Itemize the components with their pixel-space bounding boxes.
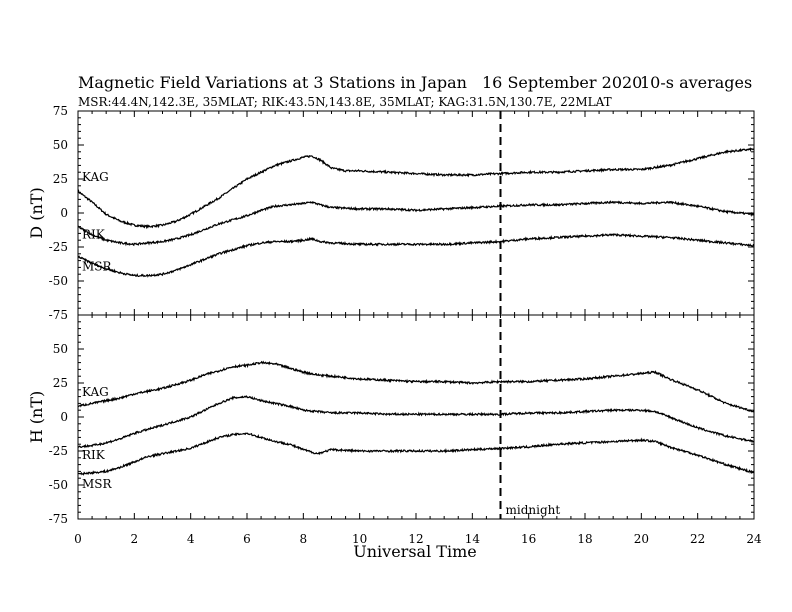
chart-title: Magnetic Field Variations at 3 Stations … bbox=[78, 73, 467, 92]
panel-0-frame bbox=[77, 110, 755, 316]
series-line-kag bbox=[77, 360, 755, 413]
y-tick-label: 25 bbox=[53, 172, 68, 186]
x-tick-label: 18 bbox=[577, 532, 592, 546]
x-tick-label: 14 bbox=[465, 532, 481, 546]
y-tick-label: -25 bbox=[49, 240, 68, 254]
series-line-kag bbox=[77, 147, 755, 230]
series-label-rik: RIK bbox=[82, 448, 106, 462]
series-label-kag: KAG bbox=[82, 170, 109, 184]
panel-1-frame bbox=[77, 314, 755, 520]
series-label-rik: RIK bbox=[82, 228, 106, 242]
x-tick-label: 0 bbox=[74, 532, 82, 546]
series-line-rik bbox=[77, 395, 755, 449]
x-tick-label: 8 bbox=[300, 532, 308, 546]
y-axis-label-1: H (nT) bbox=[27, 391, 46, 444]
y-tick-label: 0 bbox=[60, 410, 68, 424]
x-tick-label: 6 bbox=[243, 532, 251, 546]
chart-averaging: 10-s averages bbox=[640, 73, 752, 92]
x-tick-label: 10 bbox=[352, 532, 367, 546]
y-tick-label: 75 bbox=[53, 104, 68, 118]
y-tick-label: 25 bbox=[53, 376, 68, 390]
y-tick-label: -25 bbox=[49, 444, 68, 458]
y-tick-label: 50 bbox=[53, 138, 68, 152]
y-tick-label: -75 bbox=[49, 308, 68, 322]
chart-subtitle: MSR:44.4N,142.3E, 35MLAT; RIK:43.5N,143.… bbox=[78, 95, 612, 109]
y-tick-label: -50 bbox=[49, 478, 68, 492]
series-label-msr: MSR bbox=[82, 260, 113, 274]
plot-area: 75 50 25 0 -25 -50 -75 D (nT) KAG RIK MSR 50 25 0 -25 -… bbox=[27, 104, 762, 546]
x-tick-label: 2 bbox=[131, 532, 139, 546]
y-tick-label: 50 bbox=[53, 342, 68, 356]
series-line-msr bbox=[77, 232, 755, 278]
x-tick-label: 20 bbox=[634, 532, 649, 546]
series-line-msr bbox=[77, 432, 755, 476]
x-tick-label: 16 bbox=[521, 532, 536, 546]
series-label-kag: KAG bbox=[82, 385, 109, 399]
y-axis-label-0: D (nT) bbox=[27, 187, 46, 238]
chart-date: 16 September 2020 bbox=[482, 73, 642, 92]
x-tick-label: 12 bbox=[408, 532, 423, 546]
y-tick-label: 0 bbox=[60, 206, 68, 220]
x-axis-label: Universal Time bbox=[353, 542, 476, 561]
x-tick-label: 22 bbox=[690, 532, 705, 546]
x-tick-label: 24 bbox=[746, 532, 762, 546]
x-tick-label: 4 bbox=[187, 532, 195, 546]
y-tick-label: -50 bbox=[49, 274, 68, 288]
y-tick-label: -75 bbox=[49, 512, 68, 526]
series-label-msr: MSR bbox=[82, 477, 113, 491]
midnight-label: midnight bbox=[506, 503, 561, 517]
series-line-rik bbox=[77, 200, 755, 247]
